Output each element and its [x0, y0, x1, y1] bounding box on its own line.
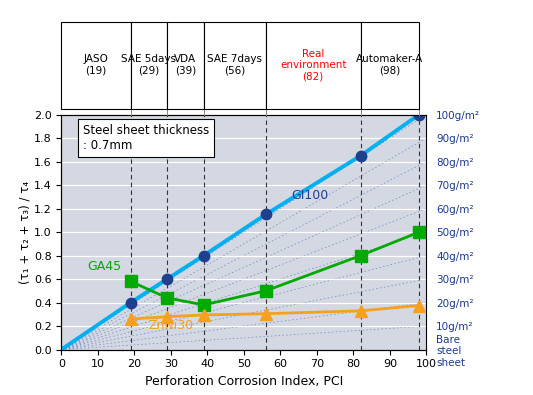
- Text: GA45: GA45: [87, 260, 121, 273]
- Text: SAE 7days
(56): SAE 7days (56): [207, 55, 262, 76]
- Text: GI100: GI100: [292, 189, 328, 202]
- Y-axis label: (τ₁ + τ₂ + τ₃) / τ₄: (τ₁ + τ₂ + τ₃) / τ₄: [18, 181, 31, 284]
- X-axis label: Perforation Corrosion Index, PCI: Perforation Corrosion Index, PCI: [145, 375, 343, 388]
- Text: ZnNi30: ZnNi30: [149, 319, 194, 332]
- Text: Real
environment
(82): Real environment (82): [280, 49, 346, 82]
- Text: SAE 5days
(29): SAE 5days (29): [122, 55, 176, 76]
- Text: VDA
(39): VDA (39): [174, 55, 197, 76]
- Text: JASO
(19): JASO (19): [84, 55, 108, 76]
- Text: Automaker-A
(98): Automaker-A (98): [356, 55, 424, 76]
- Text: Steel sheet thickness
: 0.7mm: Steel sheet thickness : 0.7mm: [83, 124, 209, 152]
